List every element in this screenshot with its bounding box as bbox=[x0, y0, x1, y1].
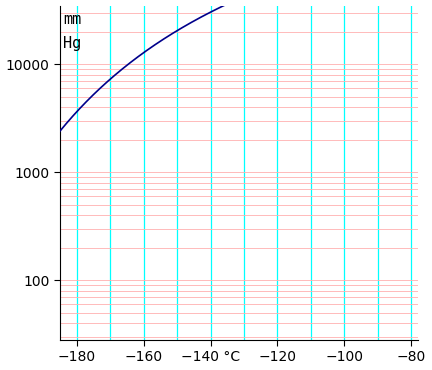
Text: mm: mm bbox=[64, 12, 82, 27]
Text: Hg: Hg bbox=[64, 36, 82, 51]
